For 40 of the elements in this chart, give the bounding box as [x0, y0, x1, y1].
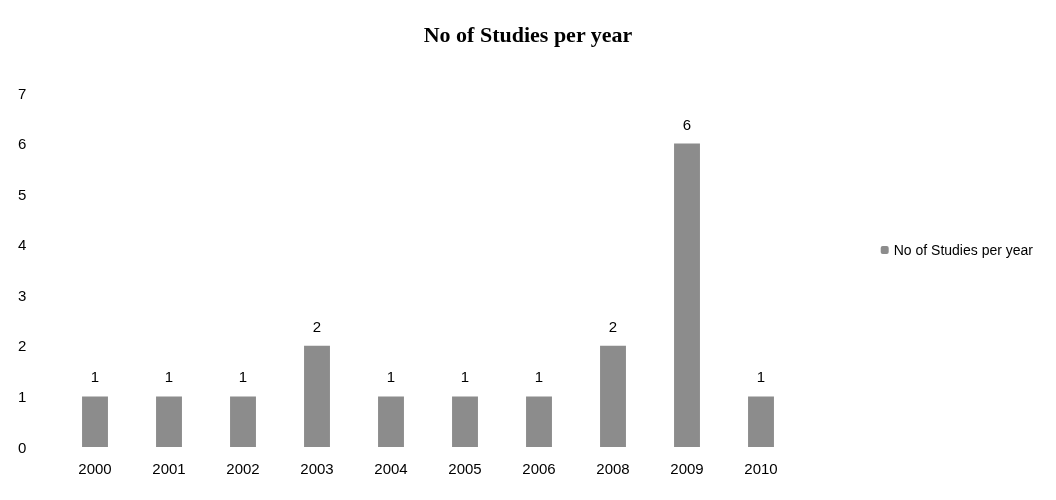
- data-label: 1: [534, 368, 544, 386]
- data-label: 1: [238, 368, 248, 386]
- data-label: 2: [608, 317, 618, 335]
- bar: [82, 396, 108, 447]
- bar: [304, 345, 330, 447]
- y-tick-label: 5: [18, 185, 27, 203]
- data-label: 1: [386, 368, 396, 386]
- y-tick-label: 0: [18, 438, 27, 456]
- x-tick-label: 2005: [448, 460, 482, 477]
- x-tick-label: 2009: [670, 460, 704, 477]
- x-tick-label: 2008: [596, 460, 630, 477]
- data-label: 2: [312, 317, 322, 335]
- bar: [378, 396, 404, 447]
- y-tick-label: 7: [18, 84, 27, 102]
- bar: [748, 396, 774, 447]
- y-tick-label: 6: [18, 135, 27, 153]
- chart-title: No of Studies per year: [423, 21, 633, 47]
- bar: [156, 396, 182, 447]
- bar: [600, 345, 626, 447]
- y-tick-label: 1: [18, 387, 27, 405]
- y-tick-label: 4: [18, 236, 27, 254]
- legend-label: No of Studies per year: [893, 242, 1034, 258]
- x-tick-label: 2003: [300, 460, 334, 477]
- x-tick-label: 2001: [152, 460, 186, 477]
- bar: [526, 396, 552, 447]
- bar: [674, 143, 700, 447]
- x-tick-label: 2004: [374, 460, 408, 477]
- bar: [230, 396, 256, 447]
- data-label: 6: [682, 115, 692, 133]
- data-label: 1: [90, 368, 100, 386]
- x-tick-label: 2002: [226, 460, 260, 477]
- data-label: 1: [164, 368, 174, 386]
- data-label: 1: [756, 368, 766, 386]
- bar: [452, 396, 478, 447]
- data-label: 1: [460, 368, 470, 386]
- x-tick-label: 2000: [78, 460, 112, 477]
- x-tick-label: 2010: [744, 460, 778, 477]
- y-tick-label: 2: [18, 337, 27, 355]
- y-tick-label: 3: [18, 286, 27, 304]
- x-tick-label: 2006: [522, 460, 556, 477]
